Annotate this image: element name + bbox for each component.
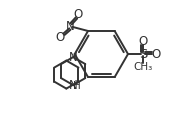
Text: N: N: [69, 79, 77, 92]
Text: H: H: [73, 81, 80, 91]
Text: N: N: [69, 51, 77, 64]
Text: O: O: [74, 8, 83, 21]
Text: S: S: [139, 48, 147, 61]
Text: N: N: [66, 20, 75, 33]
Text: O: O: [56, 31, 65, 44]
Text: CH₃: CH₃: [134, 62, 153, 72]
Text: O: O: [152, 48, 161, 61]
Text: O: O: [139, 35, 148, 48]
